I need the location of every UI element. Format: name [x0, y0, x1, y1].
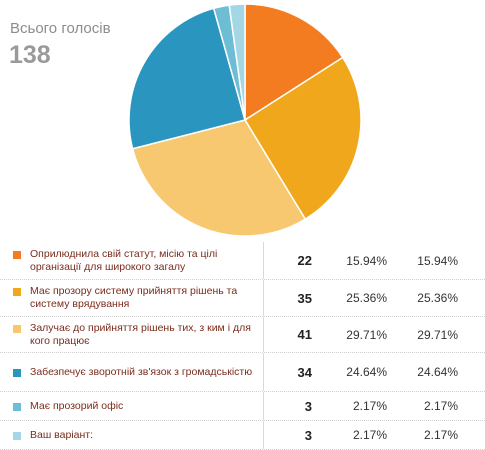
result-row: Має прозору систему прийняття рішень та … [0, 280, 485, 317]
vote-percent-secondary: 15.94% [417, 253, 458, 268]
vote-count: 41 [297, 327, 312, 342]
pie-slice [244, 3, 344, 122]
vote-count: 34 [297, 364, 312, 380]
result-row: Ваш варіант: 3 2.17% 2.17% [0, 421, 485, 450]
total-votes-label: Всього голосів [10, 20, 111, 37]
results-table: Оприлюднила свій статут, місію та цілі о… [0, 242, 485, 450]
pie-chart [128, 3, 362, 237]
column-divider [263, 280, 264, 316]
vote-percent: 2.17% [352, 399, 387, 413]
vote-percent-secondary: 29.71% [417, 327, 458, 342]
vote-count: 3 [304, 427, 312, 443]
legend-swatch [13, 402, 21, 411]
legend-swatch [13, 368, 21, 377]
column-divider [263, 242, 264, 279]
pie-slice [228, 3, 246, 121]
legend-swatch [13, 431, 21, 440]
option-label: Оприлюднила свій статут, місію та цілі о… [30, 247, 218, 273]
vote-count: 35 [297, 290, 312, 306]
vote-percent: 29.71% [346, 327, 387, 342]
option-label: Ваш варіант: [30, 428, 94, 441]
vote-count: 3 [304, 398, 312, 414]
vote-percent: 2.17% [352, 428, 387, 442]
pie-slice [131, 119, 307, 237]
result-row: Має прозорий офіс 3 2.17% 2.17% [0, 392, 485, 421]
option-label: Залучає до прийняття рішень тих, з ким і… [30, 321, 251, 347]
vote-percent-secondary: 2.17% [423, 399, 458, 413]
legend-swatch [13, 250, 21, 259]
result-row: Оприлюднила свій статут, місію та цілі о… [0, 242, 485, 280]
vote-percent-secondary: 25.36% [417, 291, 458, 305]
vote-percent: 25.36% [346, 291, 387, 305]
column-divider [263, 421, 264, 449]
legend-swatch [13, 324, 21, 333]
total-votes-value: 138 [9, 41, 51, 69]
pie-slice [128, 7, 246, 150]
vote-count: 22 [297, 253, 312, 268]
vote-percent: 15.94% [346, 253, 387, 268]
option-label: Має прозорий офіс [30, 399, 124, 412]
vote-percent-secondary: 24.64% [417, 365, 458, 379]
result-row: Залучає до прийняття рішень тих, з ким і… [0, 317, 485, 353]
column-divider [263, 353, 264, 391]
vote-percent: 24.64% [346, 365, 387, 379]
legend-swatch [13, 288, 21, 296]
option-label: Має прозору систему прийняття рішень та … [30, 285, 238, 310]
option-label: Забезпечує зворотній зв'язок з громадськ… [30, 365, 253, 378]
result-row: Забезпечує зворотній зв'язок з громадськ… [0, 353, 485, 392]
column-divider [263, 392, 264, 420]
pie-slice [243, 56, 362, 221]
vote-percent-secondary: 2.17% [423, 428, 458, 442]
column-divider [263, 317, 264, 352]
